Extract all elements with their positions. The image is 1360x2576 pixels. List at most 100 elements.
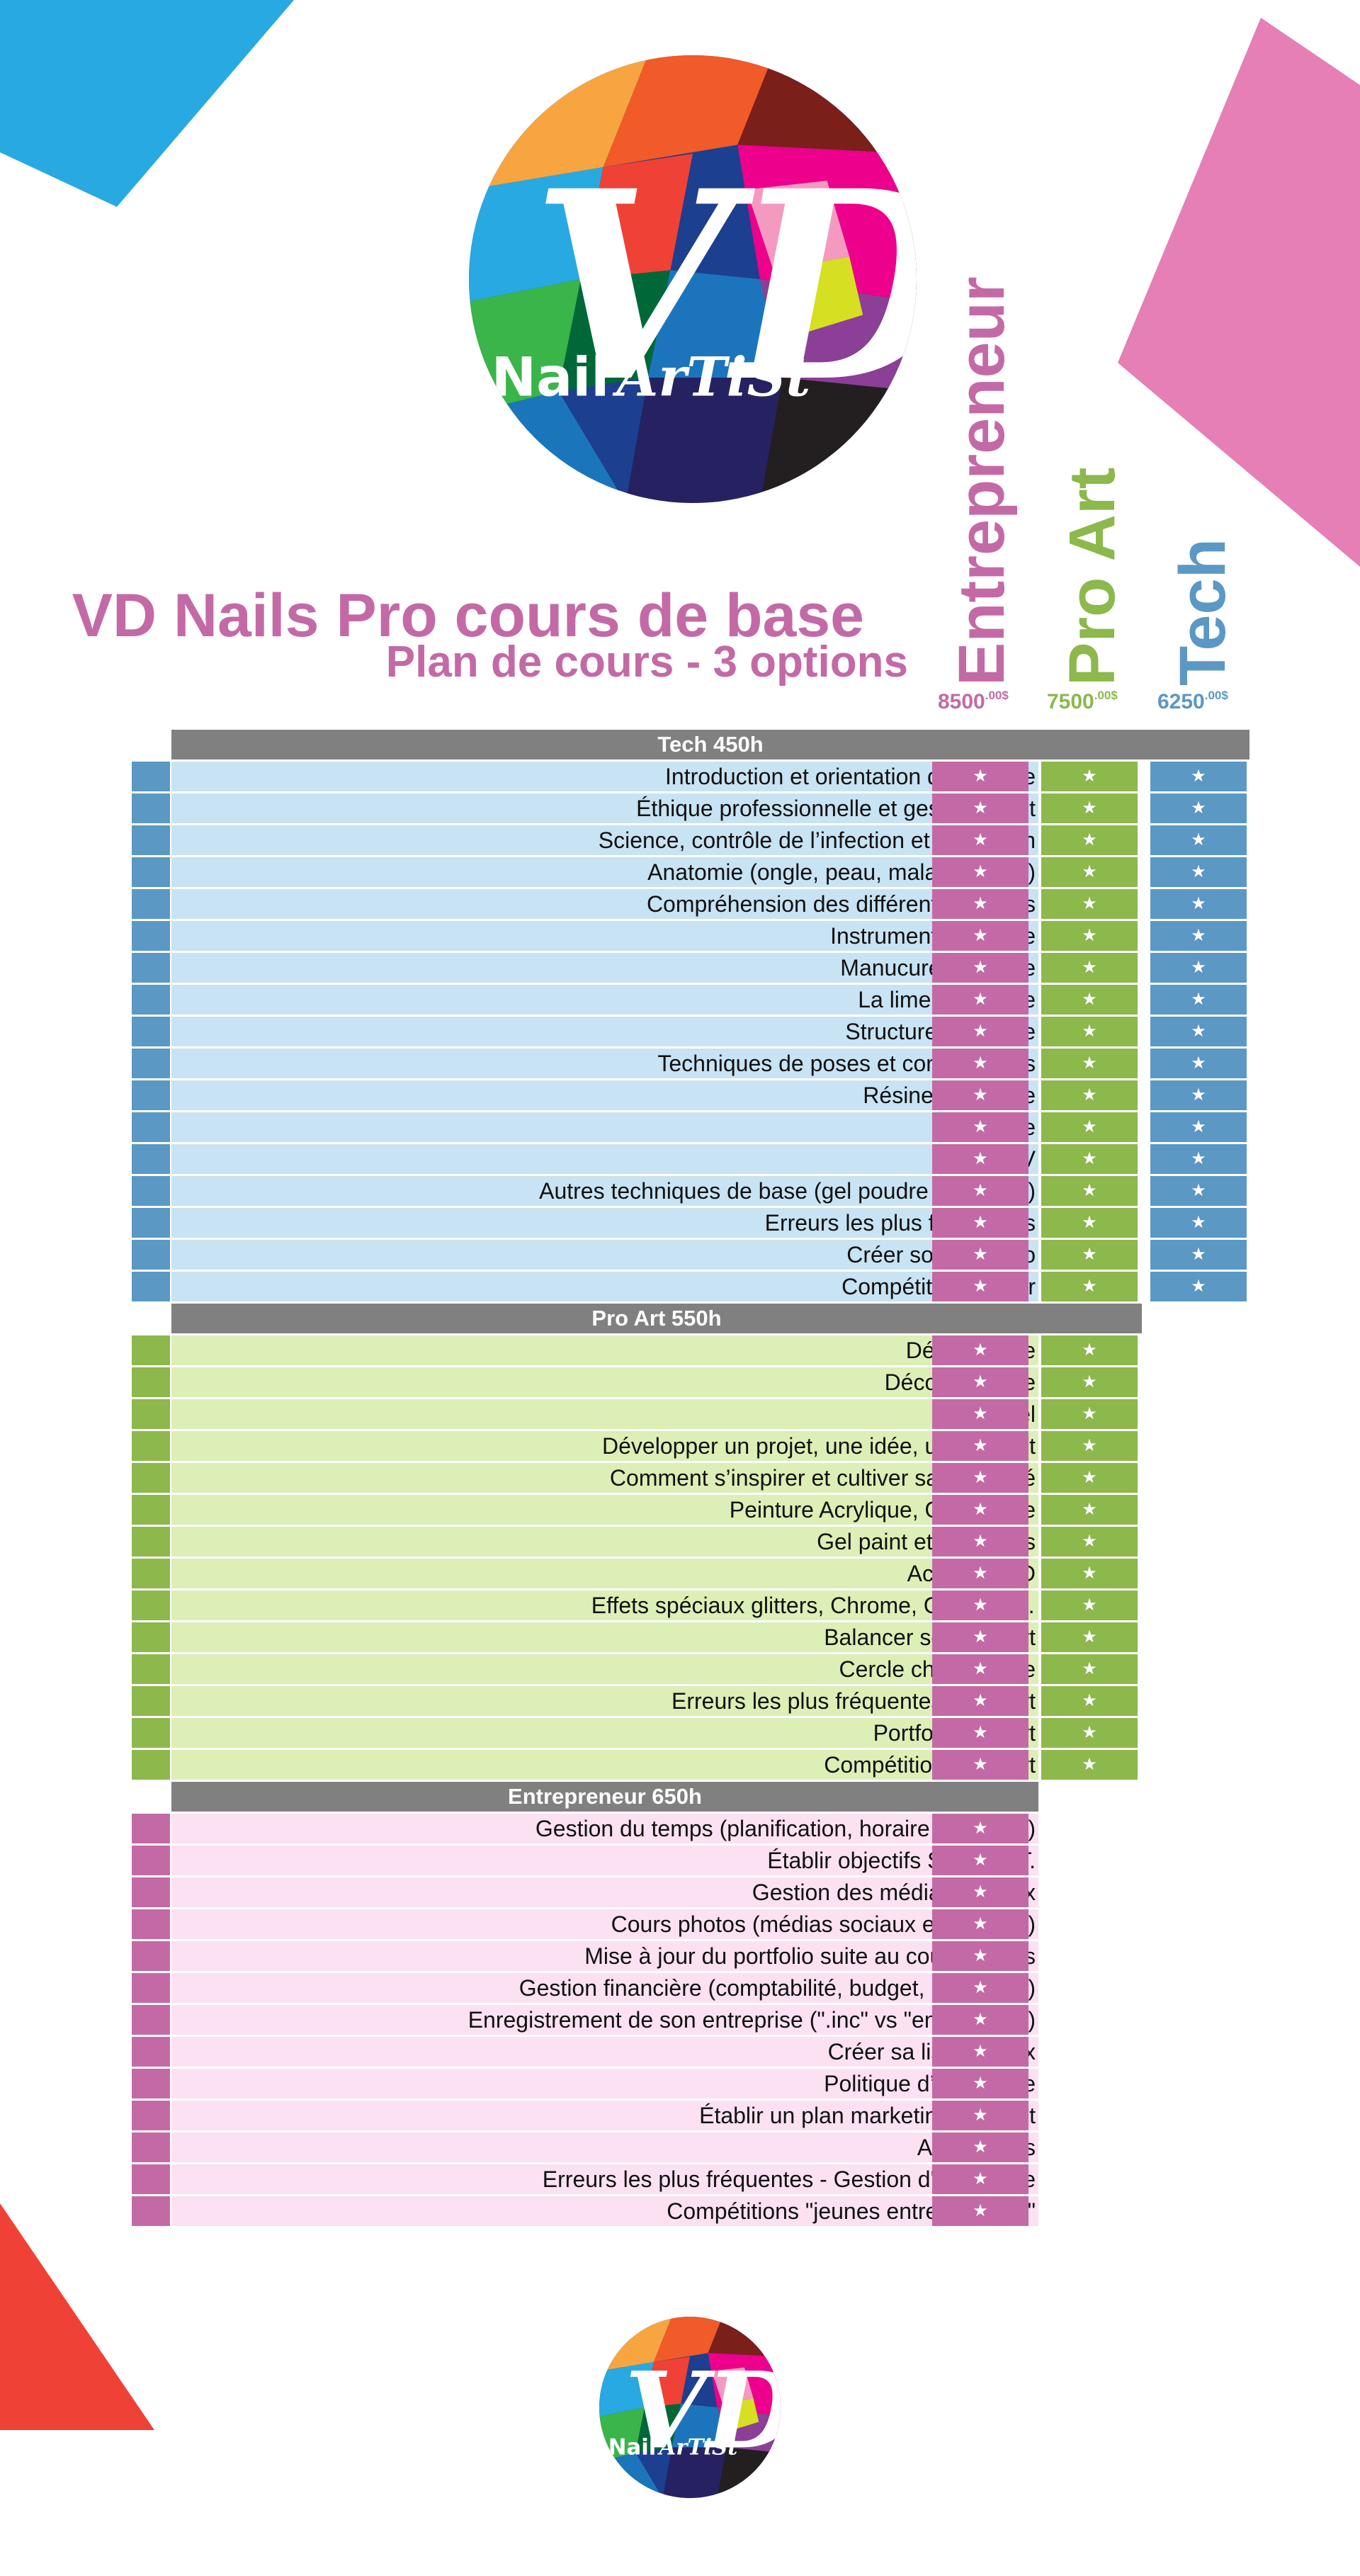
- row-color-marker: [132, 985, 170, 1015]
- corner-triangle-pink: [1118, 18, 1360, 567]
- star-icon: ★: [932, 1208, 1028, 1238]
- star-icon: ★: [1150, 889, 1247, 919]
- star-icon: ★: [1041, 1080, 1138, 1110]
- course-row: Mise à jour du portfolio suite au cours …: [132, 1941, 1251, 1971]
- star-icon: ★: [1150, 953, 1247, 983]
- course-row: Gestion financière (comptabilité, budget…: [132, 1973, 1251, 2003]
- course-row: Cercle chromatique★ ★: [132, 1654, 1251, 1684]
- price-cents: .00$: [1094, 689, 1118, 702]
- star-icon: ★: [932, 793, 1028, 823]
- row-color-marker: [132, 1208, 170, 1238]
- star-icon: ★: [1041, 1144, 1138, 1174]
- star-icon: ★: [932, 1909, 1028, 1939]
- row-color-marker: [132, 2196, 170, 2226]
- price-value: 7500: [1047, 690, 1094, 713]
- section-header-entre: Entrepreneur 650h: [171, 1782, 1038, 1812]
- course-row: Compétitions junior★★★: [132, 1272, 1251, 1301]
- row-color-marker: [132, 2069, 170, 2098]
- course-label: Résine et poudre: [171, 1080, 1038, 1110]
- row-color-marker: [132, 921, 170, 951]
- row-color-marker: [132, 2005, 170, 2035]
- course-row: Compétitions "jeunes entrepreneurs" ★: [132, 2196, 1251, 2226]
- star-icon: ★: [932, 985, 1028, 1015]
- star-icon: ★: [1150, 985, 1247, 1015]
- star-icon: ★: [932, 1654, 1028, 1684]
- star-icon: ★: [932, 1112, 1028, 1142]
- course-row: Structures de base★★★: [132, 1017, 1251, 1046]
- row-color-marker: [132, 1877, 170, 1907]
- course-label: Établir un plan marketing complet: [171, 2101, 1038, 2130]
- row-color-marker: [132, 825, 170, 855]
- star-icon: ★: [932, 1559, 1028, 1588]
- page-subtitle: Plan de cours - 3 options: [385, 638, 908, 687]
- course-label: Développer un projet, une idée, un conce…: [171, 1431, 1038, 1461]
- star-icon: ★: [1041, 985, 1138, 1015]
- row-color-marker: [132, 1112, 170, 1142]
- course-label: Mise à jour du portfolio suite au cours …: [171, 1941, 1038, 1971]
- row-color-marker: [132, 1846, 170, 1875]
- row-color-marker: [132, 2037, 170, 2067]
- course-row: Établir un plan marketing complet ★: [132, 2101, 1251, 2130]
- course-label: Déco Gel: [171, 1399, 1038, 1429]
- course-label: Peinture Acrylique, One stroke: [171, 1495, 1038, 1525]
- course-row: Gestion des médias sociaux ★: [132, 1877, 1251, 1907]
- course-label: Politique d’entreprise: [171, 2069, 1038, 2098]
- row-color-marker: [132, 1527, 170, 1557]
- star-icon: ★: [932, 1144, 1028, 1174]
- course-label: Enregistrement de son entreprise (".inc"…: [171, 2005, 1038, 2035]
- course-label: Cercle chromatique: [171, 1654, 1038, 1684]
- option-name-tech: Tech: [1167, 538, 1239, 686]
- star-icon: ★: [1041, 889, 1138, 919]
- star-icon: ★: [1041, 1208, 1138, 1238]
- star-icon: ★: [932, 953, 1028, 983]
- row-color-marker: [132, 1814, 170, 1843]
- brand-logo: VD Nail ArTiSt: [469, 55, 917, 503]
- star-icon: ★: [932, 2037, 1028, 2067]
- star-icon: ★: [1041, 1750, 1138, 1780]
- course-row: Instruments de base★★★: [132, 921, 1251, 951]
- star-icon: ★: [1150, 1208, 1247, 1238]
- star-icon: ★: [1041, 1240, 1138, 1270]
- course-label: Établir objectifs S.M.A.R.T.: [171, 1846, 1038, 1875]
- star-icon: ★: [1150, 857, 1247, 887]
- course-label: Gel UV: [171, 1144, 1038, 1174]
- star-icon: ★: [1150, 1176, 1247, 1206]
- star-icon: ★: [932, 2101, 1028, 2130]
- course-row: Gel paint et ses effets ★ ★: [132, 1527, 1251, 1557]
- star-icon: ★: [932, 1431, 1028, 1461]
- row-color-marker: [132, 1176, 170, 1206]
- course-row: Assurances★: [132, 2132, 1251, 2162]
- row-color-marker: [132, 953, 170, 983]
- row-color-marker: [132, 1973, 170, 2003]
- course-label: Portfolio Nail Art: [171, 1718, 1038, 1748]
- course-row: Résine et poudre★★★: [132, 1080, 1251, 1110]
- course-row: Gel UV★★★: [132, 1144, 1251, 1174]
- star-icon: ★: [932, 889, 1028, 919]
- course-row: Déco Acrylique★ ★: [132, 1367, 1251, 1397]
- course-row: Éthique professionnelle et gestion clien…: [132, 793, 1251, 823]
- course-row: Autres techniques de base (gel poudre & …: [132, 1176, 1251, 1206]
- star-icon: ★: [1041, 1431, 1138, 1461]
- star-icon: ★: [932, 2069, 1028, 2098]
- row-color-marker: [132, 1399, 170, 1429]
- row-color-marker: [132, 1750, 170, 1780]
- course-row: Effets spéciaux glitters, Chrome, Cat ey…: [132, 1591, 1251, 1620]
- course-row: Introduction et orientation de carrière ★…: [132, 762, 1251, 791]
- row-color-marker: [132, 2132, 170, 2162]
- corner-triangle-red: [0, 2203, 154, 2430]
- star-icon: ★: [1041, 1591, 1138, 1620]
- star-icon: ★: [932, 2132, 1028, 2162]
- course-row: Développer un projet, une idée, un conce…: [132, 1431, 1251, 1461]
- row-color-marker: [132, 2164, 170, 2194]
- course-label: Instruments de base: [171, 921, 1038, 951]
- option-price-entrepreneur: 8500.00$: [938, 689, 1009, 714]
- course-label: Introduction et orientation de carrière: [171, 762, 1038, 791]
- star-icon: ★: [1041, 1367, 1138, 1397]
- svg-text:VD: VD: [531, 135, 917, 439]
- row-color-marker: [132, 857, 170, 887]
- star-icon: ★: [1041, 953, 1138, 983]
- star-icon: ★: [1150, 825, 1247, 855]
- star-icon: ★: [932, 1272, 1028, 1301]
- star-icon: ★: [1041, 762, 1138, 791]
- option-name-entrepreneur: Entrepreneur: [946, 276, 1018, 686]
